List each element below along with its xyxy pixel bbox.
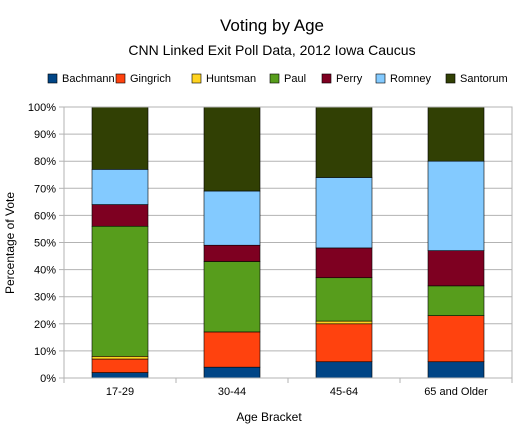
bar-segment-romney — [315, 177, 373, 249]
bar-segment-perry — [91, 204, 149, 227]
bar-segment-romney — [203, 190, 261, 246]
bar-segment-romney — [91, 169, 149, 205]
legend-swatch-bachmann — [47, 73, 58, 84]
y-tick-label: 70% — [34, 183, 56, 195]
y-tick-label: 90% — [34, 129, 56, 141]
y-axis-title: Percentage of Vote — [3, 192, 17, 294]
bar-segment-huntsman — [91, 356, 149, 360]
bar-segment-romney — [427, 160, 485, 251]
legend: Bachmann Gingrich Huntsman Paul Perry Romney S… — [47, 73, 508, 85]
bar-segment-bachmann — [427, 361, 485, 379]
bar-segment-perry — [315, 247, 373, 279]
legend-label-bachmann: Bachmann — [62, 73, 115, 85]
bars-group — [91, 106, 485, 379]
legend-label-romney: Romney — [390, 73, 431, 85]
legend-label-perry: Perry — [336, 73, 363, 85]
legend-label-huntsman: Huntsman — [206, 73, 256, 85]
x-axis-ticks: 17-29 30-44 45-64 65 and Older — [63, 378, 513, 398]
legend-label-santorum: Santorum — [460, 73, 508, 85]
bar-segment-huntsman — [315, 320, 373, 325]
bar-segment-perry — [203, 244, 261, 262]
legend-swatch-huntsman — [191, 73, 202, 84]
x-tick-label: 65 and Older — [424, 386, 488, 398]
legend-label-gingrich: Gingrich — [130, 73, 171, 85]
bar-segment-gingrich — [91, 358, 149, 373]
y-tick-label: 40% — [34, 265, 56, 277]
bar-segment-gingrich — [427, 315, 485, 363]
bar-segment-bachmann — [91, 372, 149, 379]
y-tick-label: 50% — [34, 238, 56, 250]
bar-segment-santorum — [427, 106, 485, 162]
bar-segment-paul — [203, 261, 261, 333]
bar-segment-bachmann — [315, 361, 373, 379]
y-tick-label: 80% — [34, 156, 56, 168]
bar-segment-bachmann — [203, 366, 261, 379]
bar-segment-paul — [91, 225, 149, 357]
bar-segment-santorum — [315, 106, 373, 178]
y-tick-label: 10% — [34, 346, 56, 358]
legend-swatch-romney — [375, 73, 386, 84]
legend-swatch-perry — [321, 73, 332, 84]
bar-segment-perry — [427, 250, 485, 287]
x-tick-label: 17-29 — [106, 386, 134, 398]
legend-label-paul: Paul — [284, 73, 306, 85]
legend-swatch-santorum — [445, 73, 456, 84]
y-tick-label: 20% — [34, 319, 56, 331]
legend-swatch-gingrich — [115, 73, 126, 84]
x-tick-label: 30-44 — [218, 386, 246, 398]
legend-swatch-paul — [269, 73, 280, 84]
y-tick-label: 0% — [40, 373, 56, 385]
chart-title: Voting by Age — [220, 16, 324, 35]
bar-segment-gingrich — [203, 331, 261, 368]
bar-segment-paul — [315, 277, 373, 322]
x-axis-title: Age Bracket — [236, 410, 302, 424]
bar-segment-gingrich — [315, 323, 373, 363]
bar-segment-santorum — [203, 106, 261, 192]
chart-subtitle: CNN Linked Exit Poll Data, 2012 Iowa Cau… — [128, 42, 415, 58]
bar-segment-paul — [427, 285, 485, 316]
y-tick-label: 60% — [34, 210, 56, 222]
y-axis-ticks: 0% 10% 20% 30% 40% 50% 60% 70% 80% 90% 100% — [28, 102, 64, 385]
y-tick-label: 30% — [34, 292, 56, 304]
bar-segment-santorum — [91, 106, 149, 170]
y-tick-label: 100% — [28, 102, 56, 114]
x-tick-label: 45-64 — [330, 386, 358, 398]
